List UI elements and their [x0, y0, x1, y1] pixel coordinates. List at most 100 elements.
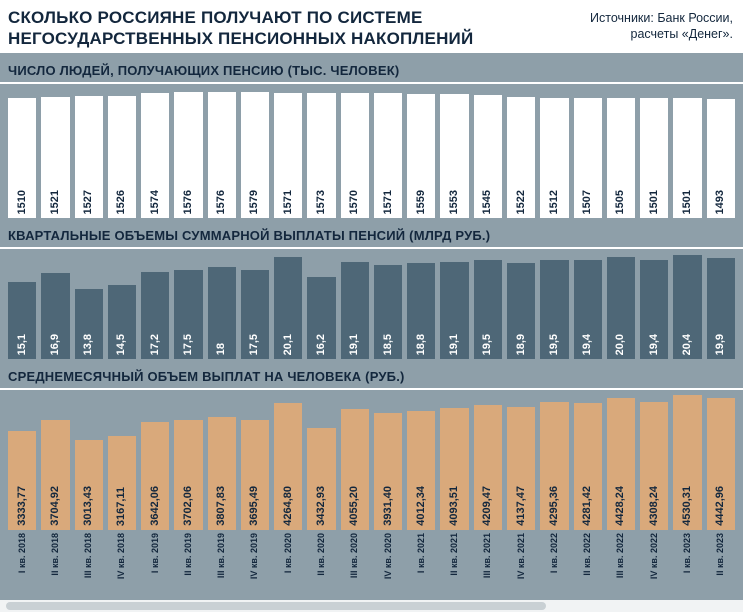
- bar: 3807,83: [207, 416, 236, 531]
- section-title-people-count: ЧИСЛО ЛЮДЕЙ, ПОЛУЧАЮЩИХ ПЕНСИЮ (ТЫС. ЧЕЛ…: [0, 53, 743, 85]
- x-axis-label-text: II кв. 2021: [449, 533, 460, 576]
- bar: 3702,06: [174, 419, 203, 531]
- bar: 1559: [407, 93, 436, 219]
- bar: 3333,77: [8, 430, 37, 531]
- bar-value-label: 15,1: [15, 333, 28, 356]
- page-title-line2: НЕГОСУДАРСТВЕННЫХ ПЕНСИОННЫХ НАКОПЛЕНИЙ: [8, 29, 474, 48]
- bar: 3432,93: [307, 427, 336, 531]
- bar: 19,1: [340, 261, 369, 360]
- source-note: Источники: Банк России, расчеты «Денег».: [590, 7, 733, 53]
- bar: 3013,43: [74, 440, 103, 531]
- x-axis-label-text: IV кв. 2018: [116, 533, 127, 580]
- bar-value-label: 3704,92: [48, 486, 61, 527]
- bar-value-label: 14,5: [115, 333, 128, 356]
- bar-value-label: 18,5: [381, 333, 394, 356]
- bar-value-label: 1521: [48, 189, 61, 215]
- bar: 1576: [207, 92, 236, 219]
- bar-value-label: 1570: [348, 189, 361, 215]
- bar-value-label: 3931,40: [381, 486, 394, 527]
- bar-value-label: 4264,80: [281, 486, 294, 527]
- bar-value-label: 4055,20: [348, 486, 361, 527]
- bar: 20,0: [606, 257, 636, 360]
- bar: 18,8: [407, 263, 436, 360]
- bar-value-label: 18,8: [414, 333, 427, 356]
- x-axis-label: IV кв. 2021: [507, 533, 535, 600]
- bar-value-label: 20,4: [680, 333, 693, 356]
- x-axis-label: IV кв. 2022: [640, 533, 668, 600]
- horizontal-scrollbar-track[interactable]: [0, 600, 743, 612]
- bar-value-label: 19,5: [481, 333, 494, 356]
- chart-section-quarterly-volume: КВАРТАЛЬНЫЕ ОБЪЕМЫ СУММАРНОЙ ВЫПЛАТЫ ПЕН…: [0, 218, 743, 360]
- bar-value-label: 4093,51: [448, 486, 461, 527]
- bar-value-label: 4137,47: [514, 486, 527, 527]
- bar-chart-people-count: 1510 1521 1527 1526 1574 1576 1576 1579 1571 1573…: [0, 84, 743, 219]
- bar-value-label: 3807,83: [215, 486, 228, 527]
- x-axis-label-text: I кв. 2018: [16, 533, 27, 574]
- bar-value-label: 19,1: [448, 333, 461, 356]
- bar-value-label: 19,4: [581, 333, 594, 356]
- bar-value-label: 16,9: [48, 333, 61, 356]
- bar: 17,5: [174, 270, 203, 360]
- x-axis-label-text: III кв. 2018: [83, 533, 94, 579]
- source-note-line1: Источники: Банк России,: [590, 11, 733, 25]
- bar-value-label: 3333,77: [15, 486, 28, 527]
- bar: 20,4: [673, 255, 702, 360]
- bar: 3695,49: [240, 420, 270, 531]
- bar-value-label: 1559: [414, 189, 427, 215]
- bar: 1493: [706, 99, 735, 219]
- x-axis-label: IV кв. 2019: [241, 533, 269, 600]
- bar-value-label: 1522: [514, 189, 527, 215]
- bar: 20,1: [274, 256, 303, 360]
- bar-value-label: 1579: [248, 189, 261, 215]
- x-axis-label-text: III кв. 2021: [482, 533, 493, 579]
- bar-value-label: 4308,24: [647, 486, 660, 527]
- x-axis-label: III кв. 2021: [474, 533, 502, 600]
- bar: 4530,31: [673, 395, 702, 531]
- bar-value-label: 17,2: [148, 333, 161, 356]
- bar-value-label: 4530,31: [680, 486, 693, 527]
- x-axis-label-text: III кв. 2022: [615, 533, 626, 579]
- bar: 4295,36: [540, 402, 569, 531]
- bar: 3931,40: [373, 413, 403, 531]
- bar: 1576: [174, 92, 203, 219]
- chart-section-people-count: ЧИСЛО ЛЮДЕЙ, ПОЛУЧАЮЩИХ ПЕНСИЮ (ТЫС. ЧЕЛ…: [0, 53, 743, 219]
- bar: 19,5: [473, 259, 502, 360]
- header: СКОЛЬКО РОССИЯНЕ ПОЛУЧАЮТ ПО СИСТЕМЕ НЕГ…: [0, 0, 743, 54]
- bar: 13,8: [74, 288, 103, 360]
- bar: 1571: [274, 92, 303, 219]
- bar-value-label: 4012,34: [414, 486, 427, 527]
- bar: 1553: [440, 94, 469, 219]
- bar: 17,5: [240, 270, 270, 360]
- bar-value-label: 3013,43: [82, 486, 95, 527]
- bar-value-label: 18,9: [514, 333, 527, 356]
- bar-value-label: 1545: [481, 189, 494, 215]
- bar-value-label: 4295,36: [547, 486, 560, 527]
- bar: 1570: [340, 92, 369, 219]
- bar: 3704,92: [41, 419, 70, 531]
- bar: 4264,80: [274, 403, 303, 531]
- x-axis-label: I кв. 2019: [141, 533, 169, 600]
- x-axis-label-text: I кв. 2022: [548, 533, 559, 574]
- bar-value-label: 1573: [315, 189, 328, 215]
- bar: 16,9: [41, 273, 70, 360]
- bar: 19,5: [540, 259, 569, 360]
- bar: 1507: [573, 97, 602, 219]
- bar: 15,1: [8, 282, 37, 360]
- x-axis-label-text: II кв. 2019: [182, 533, 193, 576]
- bar-chart-quarterly-volume: 15,1 16,9 13,8 14,5 17,2 17,5 18 17,5 20,1 16,2 19…: [0, 249, 743, 360]
- bar-value-label: 17,5: [248, 333, 261, 356]
- bar-value-label: 4281,42: [581, 486, 594, 527]
- x-axis-label-text: II кв. 2023: [715, 533, 726, 576]
- bar-value-label: 4209,47: [481, 486, 494, 527]
- bar-value-label: 1505: [614, 189, 627, 215]
- x-axis-label: II кв. 2019: [174, 533, 202, 600]
- bar-value-label: 3432,93: [315, 486, 328, 527]
- bar: 4308,24: [640, 401, 669, 531]
- bar-value-label: 3642,06: [148, 486, 161, 527]
- horizontal-scrollbar-thumb[interactable]: [6, 602, 546, 611]
- x-axis-label: III кв. 2019: [208, 533, 236, 600]
- bar: 1573: [307, 92, 336, 219]
- bar-chart-average-payment: 3333,77 3704,92 3013,43 3167,11 3642,06 3702,…: [0, 390, 743, 531]
- bar: 1521: [41, 96, 70, 219]
- x-axis-label-text: I кв. 2019: [149, 533, 160, 574]
